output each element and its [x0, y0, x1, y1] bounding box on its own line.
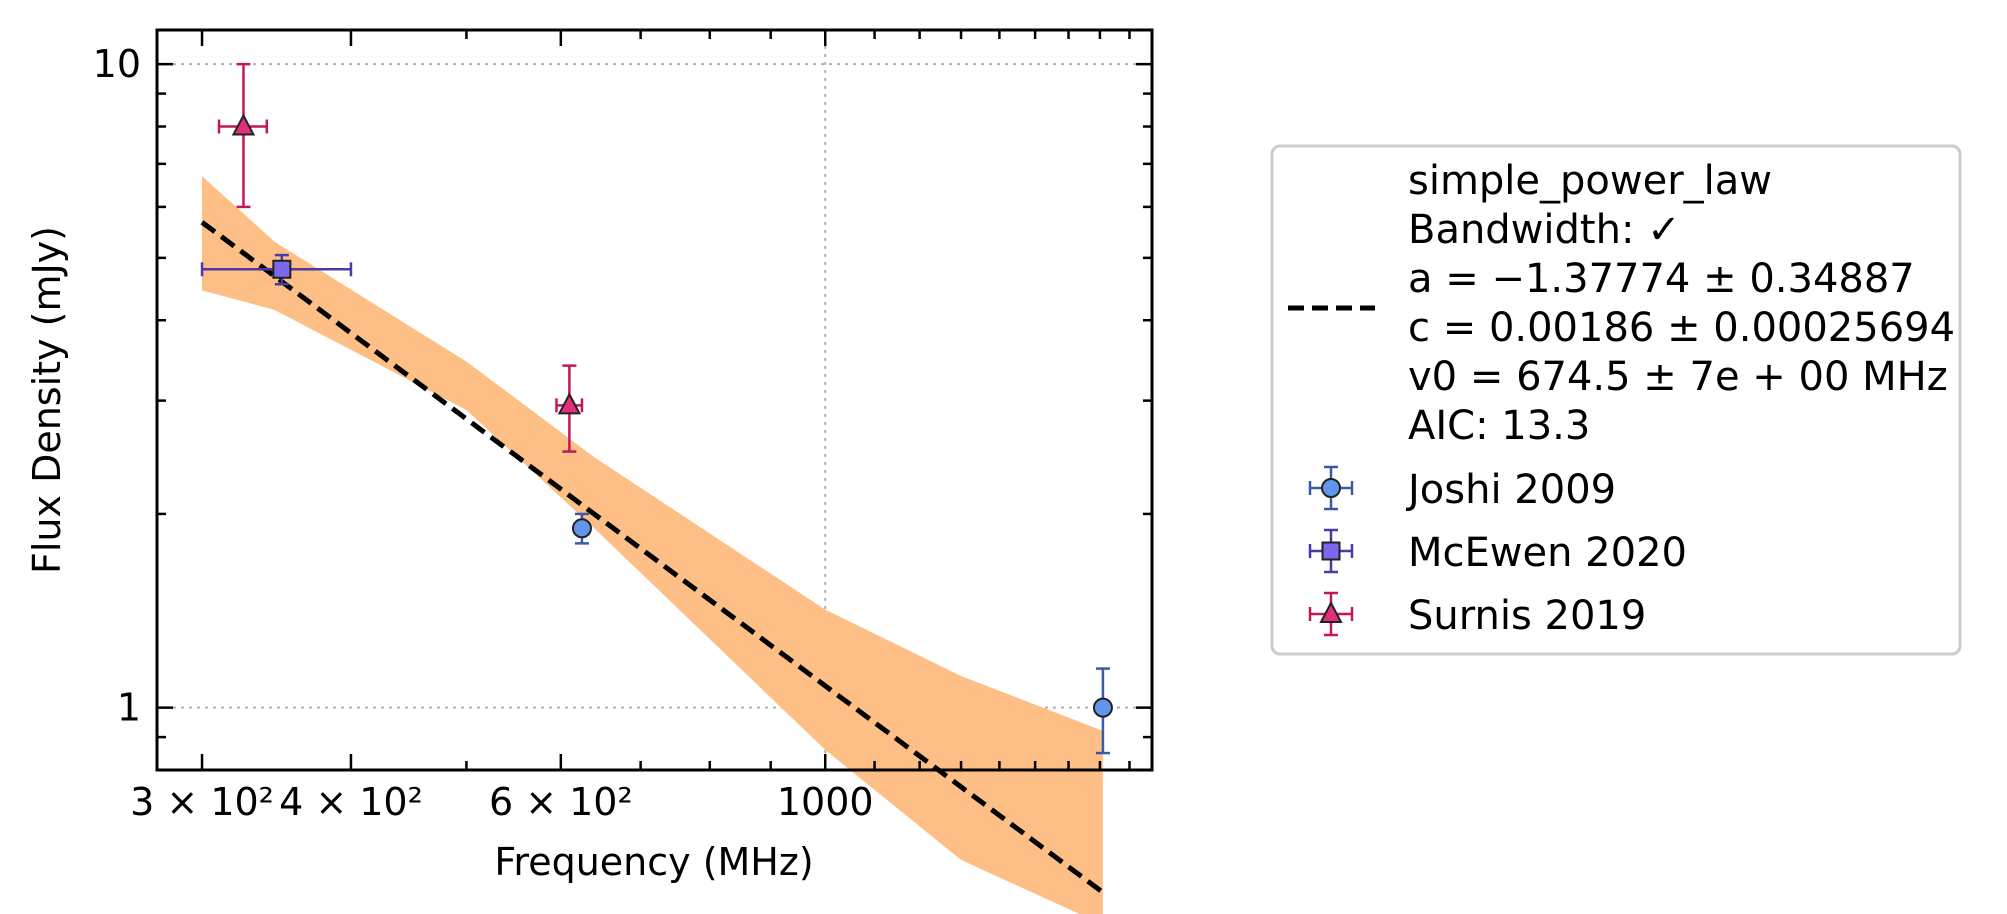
y-axis-label: Flux Density (mJy): [25, 226, 69, 574]
legend-fit-text: a = −1.37774 ± 0.34887: [1408, 256, 1915, 302]
y-tick-labels: 1 10: [93, 42, 141, 729]
data-point: [272, 259, 292, 279]
series-joshi-2009: [571, 512, 1113, 755]
y-tick-label: 1: [117, 686, 141, 730]
legend-fit-text: Bandwidth: ✓: [1408, 207, 1681, 253]
x-tick-label: 6 × 10²: [489, 780, 633, 824]
plot-background: [157, 30, 1152, 770]
data-point: [571, 518, 592, 539]
axis-ticks: [157, 30, 1152, 772]
legend-fit-text: AIC: 13.3: [1408, 403, 1590, 449]
data-series: [200, 62, 1113, 755]
legend-marker: [1321, 541, 1341, 561]
x-tick-labels: 3 × 10² 4 × 10² 6 × 10² 1000: [130, 780, 873, 824]
x-tick-label: 1000: [777, 780, 874, 824]
legend-fit-text: simple_power_law: [1408, 158, 1772, 204]
legend-series-label: McEwen 2020: [1408, 530, 1687, 576]
legend-fit-text: v0 = 674.5 ± 7e + 00 MHz: [1408, 354, 1948, 400]
data-point: [231, 113, 256, 136]
legend-box: [1270, 144, 1962, 656]
series-mcewen-2020: [200, 253, 353, 286]
legend: simple_power_law Bandwidth: ✓ a = −1.377…: [1270, 144, 1962, 656]
y-tick-label: 10: [93, 42, 141, 86]
legend-marker: [1319, 600, 1343, 623]
x-tick-label: 3 × 10²: [130, 780, 274, 824]
legend-series-label: Joshi 2009: [1405, 467, 1616, 513]
confidence-band: [202, 176, 1103, 914]
data-point: [557, 392, 582, 415]
series-surnis-2019: [217, 62, 584, 453]
legend-fit-text: c = 0.00186 ± 0.00025694: [1408, 305, 1955, 351]
x-axis-label: Frequency (MHz): [494, 840, 813, 884]
legend-markers: [1308, 465, 1354, 637]
plot-area: [157, 30, 1152, 914]
fit-line: [200, 220, 1105, 895]
x-tick-label: 4 × 10²: [279, 780, 423, 824]
legend-marker: [1321, 478, 1341, 498]
data-point: [1092, 697, 1113, 718]
legend-series-label: Surnis 2019: [1408, 593, 1646, 639]
